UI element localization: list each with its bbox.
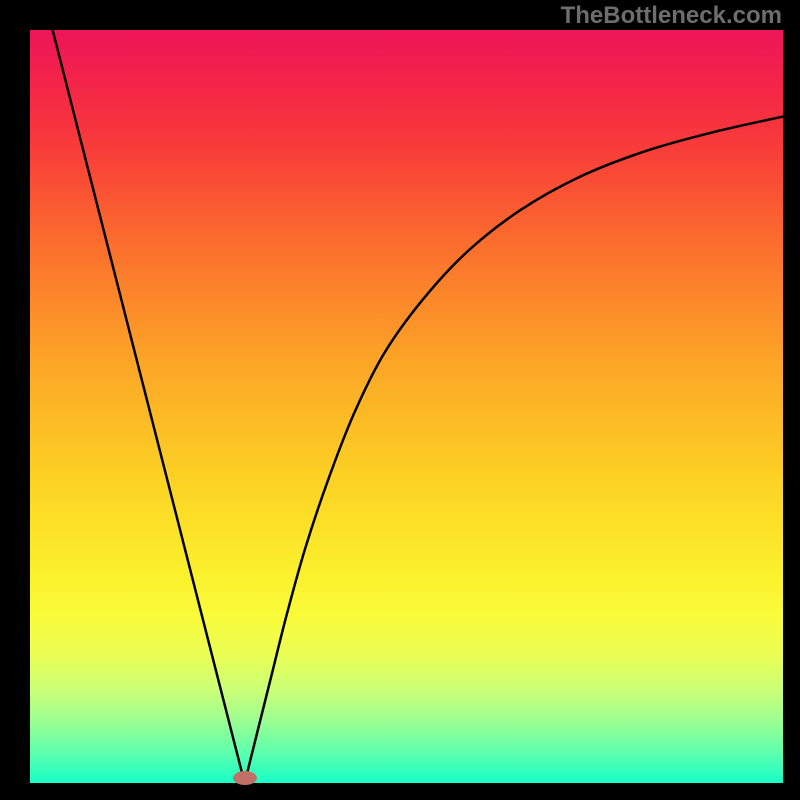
chart-container: TheBottleneck.com: [0, 0, 800, 800]
curve-svg: [30, 30, 783, 783]
min-marker: [233, 771, 257, 785]
plot-area: [30, 30, 783, 783]
left-branch: [53, 30, 245, 783]
watermark-text: TheBottleneck.com: [561, 2, 782, 30]
right-branch: [245, 117, 783, 783]
